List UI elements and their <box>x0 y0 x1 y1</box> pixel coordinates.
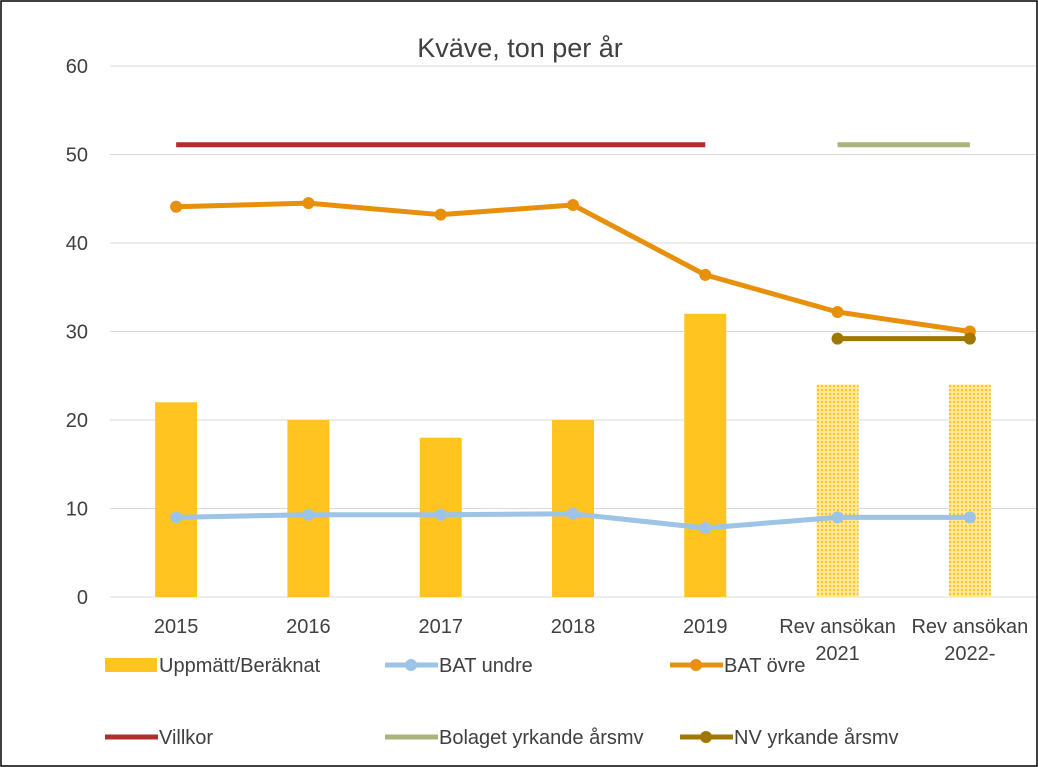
marker <box>434 508 447 521</box>
bar <box>948 384 991 597</box>
legend-marker <box>700 731 712 743</box>
y-tick-label: 40 <box>66 233 88 255</box>
legend-label: BAT undre <box>439 655 533 677</box>
marker <box>831 511 844 524</box>
y-tick-label: 50 <box>66 145 88 167</box>
legend-label: NV yrkande årsmv <box>734 727 899 749</box>
chart-title: Kväve, ton per år <box>417 33 623 63</box>
x-tick-label: Rev ansökan 2022- <box>911 616 1029 665</box>
y-tick-label: 0 <box>77 587 88 609</box>
x-tick-label: 2019 <box>683 616 728 638</box>
y-tick-label: 20 <box>66 410 88 432</box>
legend-swatch <box>105 658 157 672</box>
marker <box>302 197 315 210</box>
marker <box>699 268 712 281</box>
legend-label: Villkor <box>159 727 213 749</box>
legend-label: BAT övre <box>724 655 806 677</box>
marker <box>170 511 183 524</box>
x-tick-label: 2016 <box>286 616 331 638</box>
marker <box>831 306 844 319</box>
marker <box>963 332 976 345</box>
legend-label: Uppmätt/Beräknat <box>159 655 321 677</box>
bar <box>287 420 330 597</box>
marker <box>170 200 183 213</box>
y-tick-label: 30 <box>66 322 88 344</box>
legend-marker <box>690 659 702 671</box>
marker <box>831 332 844 345</box>
x-tick-label: 2015 <box>153 616 199 638</box>
marker <box>567 507 579 520</box>
legend-marker <box>405 659 417 671</box>
legend-label: Bolaget yrkande årsmv <box>439 727 644 749</box>
x-tick-label: 2017 <box>418 616 463 638</box>
marker <box>963 511 976 524</box>
marker <box>434 208 447 221</box>
x-tick-label: Rev ansökan 2021 <box>779 616 896 665</box>
marker <box>567 198 579 211</box>
y-tick-label: 10 <box>66 499 88 521</box>
bar <box>684 313 727 597</box>
marker <box>302 508 315 521</box>
marker <box>699 521 712 534</box>
bar <box>816 384 859 597</box>
bar <box>155 402 198 597</box>
y-tick-label: 60 <box>66 56 88 78</box>
x-tick-label: 2018 <box>550 616 596 638</box>
